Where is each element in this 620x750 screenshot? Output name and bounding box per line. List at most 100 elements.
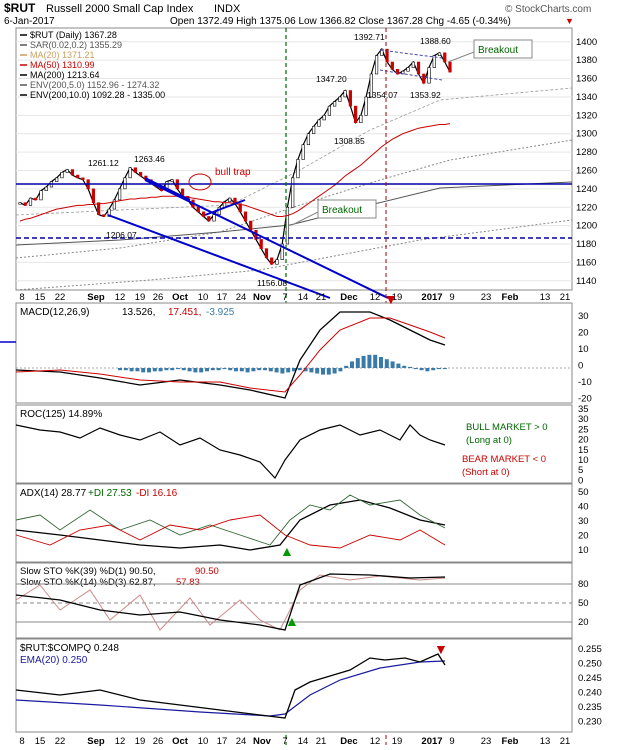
panel-tick-label: 0.240 [578,688,602,699]
x-tick-label: 23 [481,736,492,747]
roc-line [15,424,446,480]
x-tick-label: 14 [298,736,309,747]
panel-tick-label: 0 [578,475,583,486]
x-tick-label: 15 [35,736,46,747]
x-tick-label: 8 [19,292,24,303]
price-candle [133,167,137,173]
macd-signal-line [15,317,446,393]
macd-hist-bar [274,368,279,373]
panel-tick-label: 20 [578,328,589,339]
macd-hist-bar [158,368,163,372]
header-exchange: INDX [214,3,241,15]
price-candle [348,90,352,107]
macd-hist-bar [164,368,169,371]
flag-bottom [379,69,443,81]
panel-tick-label: 0 [578,361,583,372]
macd-hist-bar [355,358,360,368]
macd-hist-bar [193,368,198,373]
bull-trap-label: bull trap [215,167,251,178]
price-label: 1388.60 [420,36,451,46]
macd-hist-bar [216,368,221,371]
price-candle [422,73,426,84]
roc-bear-sub: (Short at 0) [462,467,510,478]
panel-tick-label: 10 [578,344,589,355]
chg-down-arrow-icon: ▼ [565,16,574,26]
price-tick-label: 1300 [576,129,597,140]
macd-hist-bar [402,365,407,368]
price-candle [118,188,122,201]
panel-tick-label: 0.255 [578,644,602,655]
macd-hist-bar [431,368,436,371]
panel-tick-label: 0.235 [578,702,602,713]
legend-item: ENV(200,10.0) 1092.28 - 1335.00 [30,90,165,100]
ma200-line [15,181,573,246]
macd-hist-bar [315,368,320,374]
x-tick-label: 19 [135,292,146,303]
sto-label-2b: 57.83 [176,577,200,588]
price-tick-label: 1400 [576,37,597,48]
price-candle [170,179,174,182]
price-candle [259,239,263,249]
macd-hist-bar [176,368,180,370]
macd-hist-bar [297,368,302,371]
macd-hist-bar [442,368,447,370]
breakout-top-pointer [447,51,475,63]
legend-item: SAR(0.02,0.2) 1355.29 [30,40,122,50]
header-name: Russell 2000 Small Cap Index [46,3,194,15]
price-point-labels: 1261.12 1263.46 1206.07 1156.08 1347.20 … [88,32,451,288]
macd-hist-bar [234,368,238,372]
macd-hist-bar [361,355,366,368]
macd-v3: -3.925 [206,307,235,318]
price-candle [322,115,326,121]
price-candle [18,202,22,205]
macd-hist-bar [129,368,134,372]
macd-line [15,311,446,399]
price-candle [416,61,421,75]
macd-hist-bar [181,368,186,371]
price-candle [76,174,80,179]
header-symbol: $RUT [4,1,36,15]
legend-item: MA(200) 1213.64 [30,70,100,80]
macd-hist-bar [141,368,146,373]
x-tick-label: 22 [55,736,66,747]
price-candle [97,202,101,215]
price-candle [306,133,311,146]
macd-histogram [118,354,447,375]
macd-hist-bar [205,368,209,372]
sto-y-ticks: 80 50 20 [578,579,589,628]
sto-up-arrow-icon: ▲ [285,613,299,629]
macd-hist-bar [170,368,175,371]
x-tick-label: Feb [502,292,519,303]
x-tick-label: 17 [217,292,228,303]
macd-hist-bar [268,368,273,372]
panel-tick-label: -10 [578,377,592,388]
bull-trap-circle [188,173,212,191]
roc-bull-sub: (Long at 0) [466,435,512,446]
env-lower-line [15,219,573,291]
price-candle [411,61,415,68]
x-tick-label: 12 [115,736,126,747]
price-label: 1308.85 [334,136,365,146]
macd-hist-bar [367,354,372,368]
price-candle [301,144,305,160]
x-tick-label: Dec [340,292,357,303]
x-tick-label: 26 [153,292,164,303]
price-candle [34,197,38,201]
price-candle [280,243,284,260]
macd-v1: 13.526, [122,307,155,318]
price-tick-label: 1180 [576,239,596,250]
x-tick-label: Nov [253,292,272,303]
panel-tick-label: 0.250 [578,659,602,670]
price-candle [102,214,106,217]
macd-hist-bar [187,368,192,372]
macd-hist-bar [379,357,383,368]
breakout-mid-label: Breakout [322,205,362,216]
macd-hist-bar [135,368,140,372]
x-tick-label: 12 [370,736,381,747]
price-tick-label: 1260 [576,165,597,176]
macd-hist-bar [210,368,215,371]
macd-hist-bar [408,366,412,368]
